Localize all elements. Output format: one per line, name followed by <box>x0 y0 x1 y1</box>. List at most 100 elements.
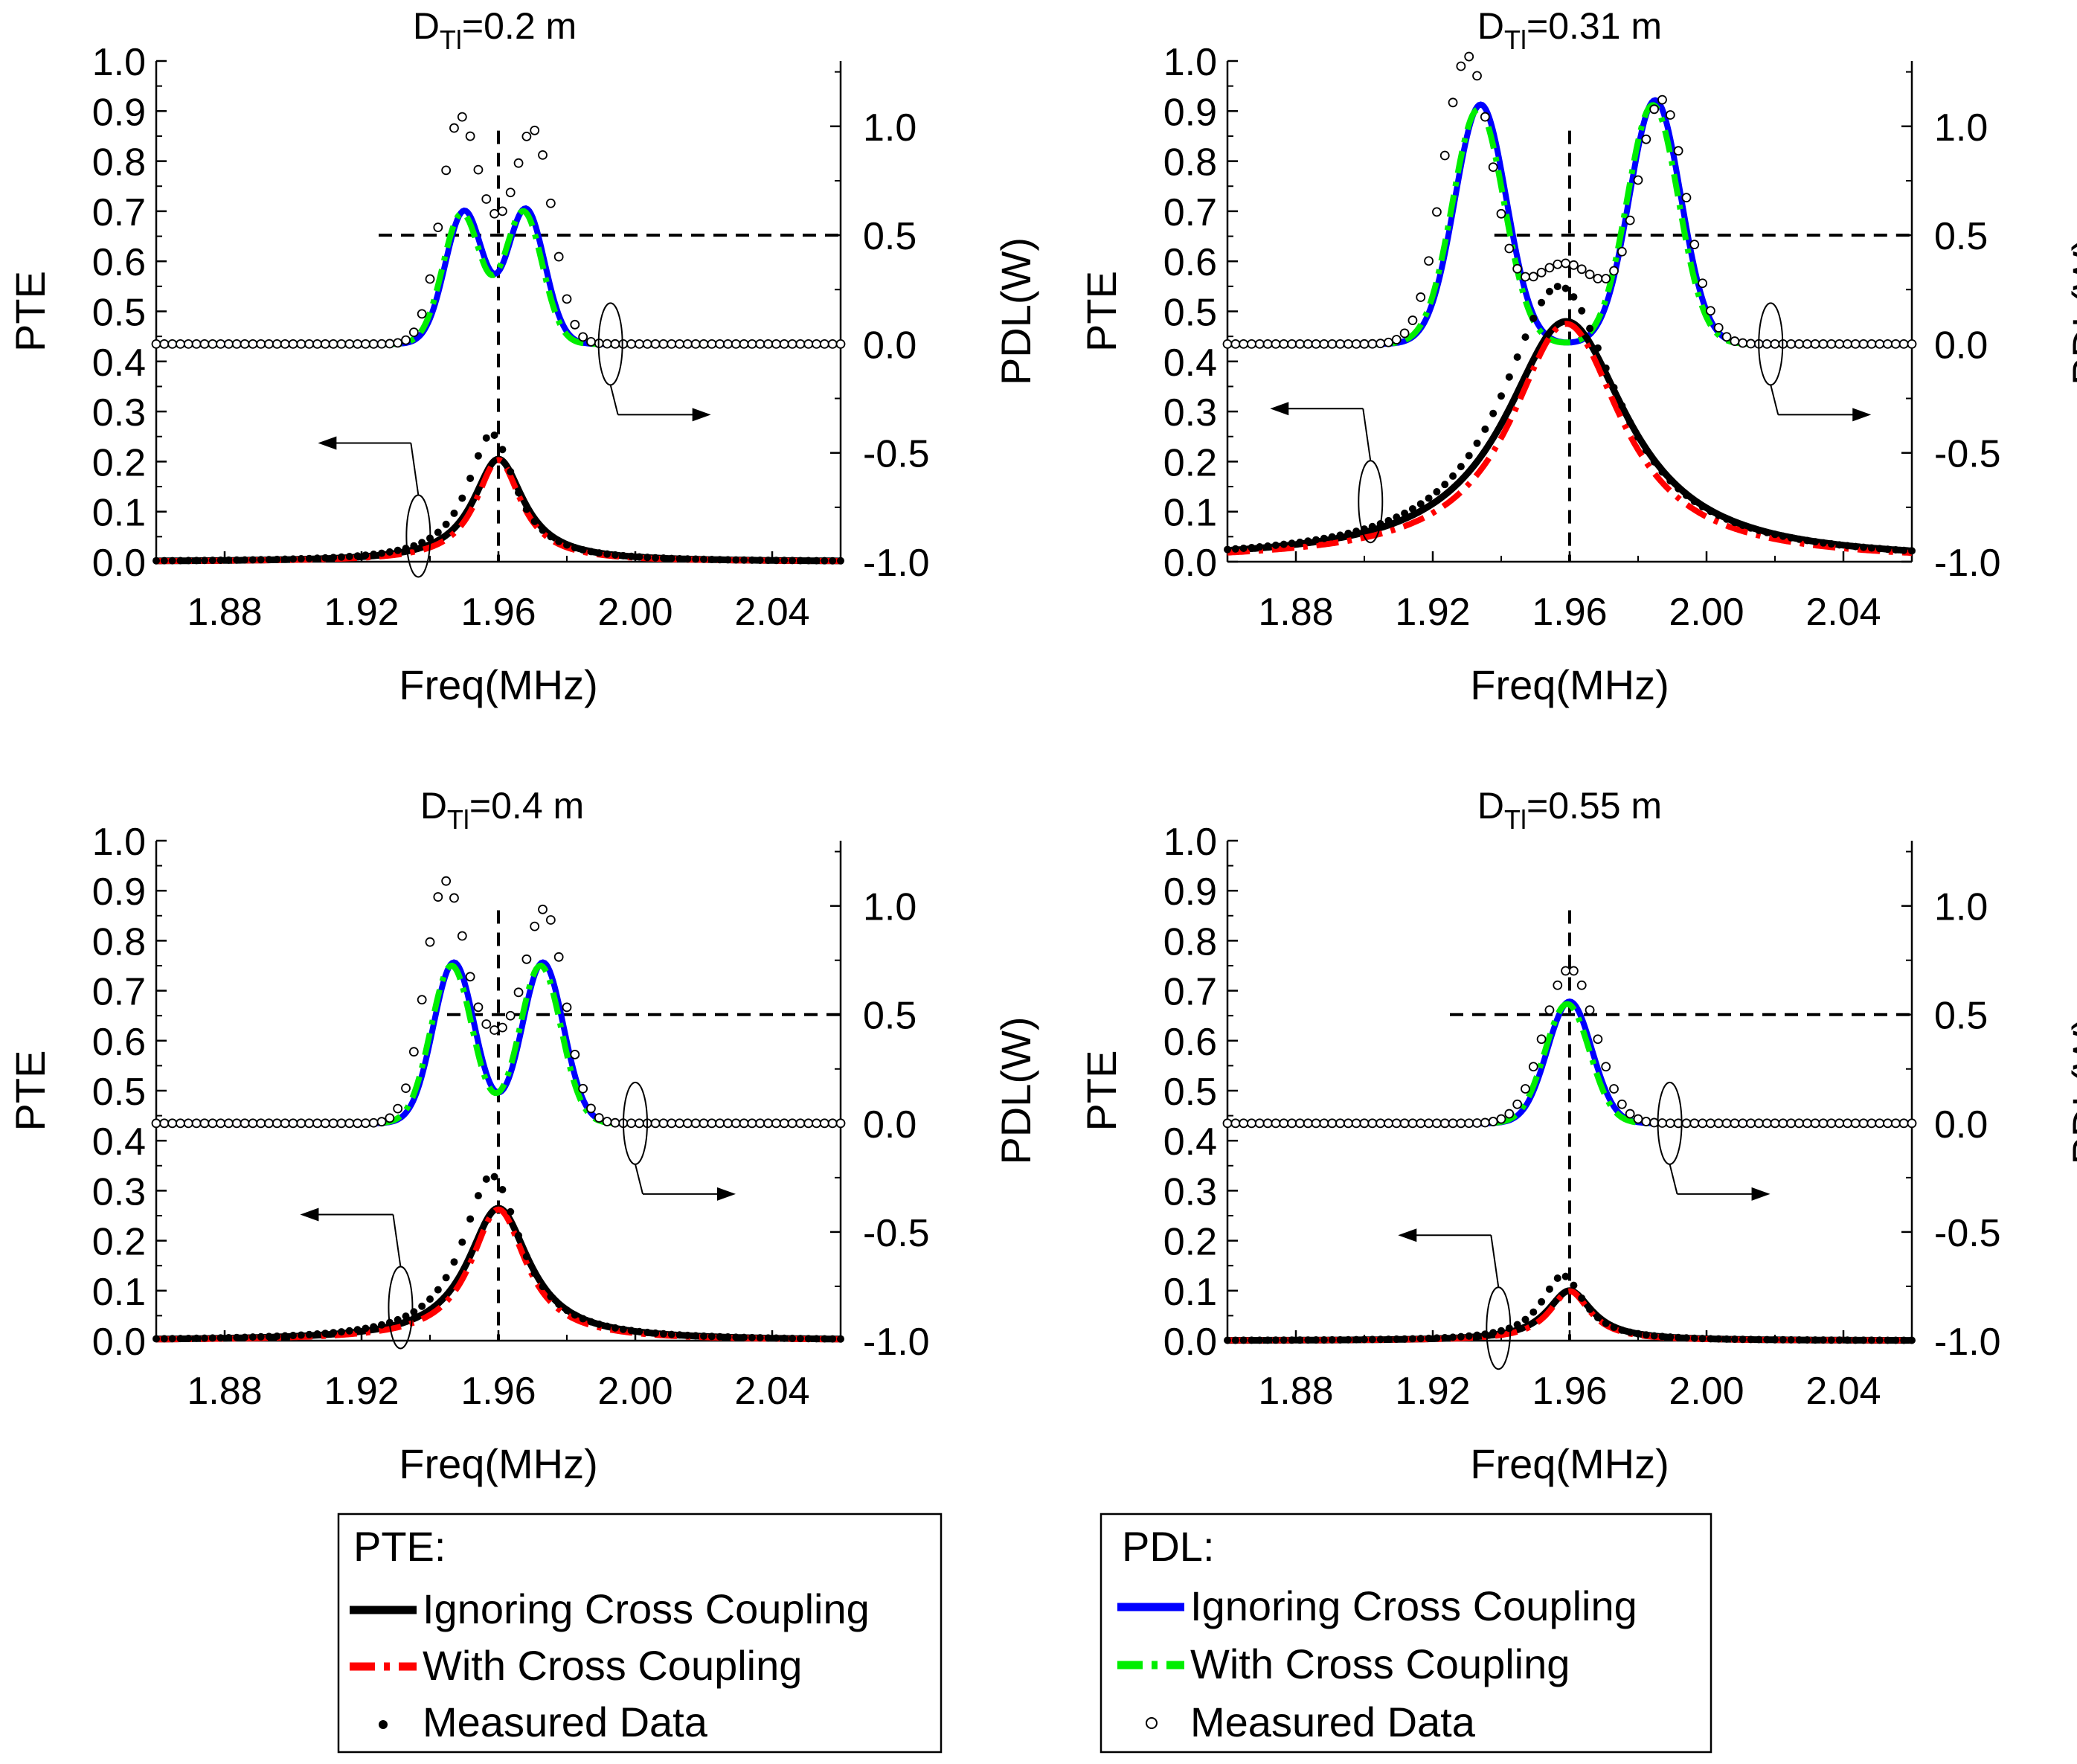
pdl-measured-point <box>755 339 765 349</box>
pte-measured-point <box>402 545 410 553</box>
pte-measured-point <box>667 554 675 562</box>
y-right-tick-label: 0.5 <box>1934 215 1988 258</box>
pdl-measured-point <box>1858 339 1869 349</box>
pdl-measured-point <box>795 1118 806 1129</box>
pte-measured-point <box>829 1335 837 1343</box>
pdl-measured-point <box>1617 1099 1627 1109</box>
pte-measured-point <box>330 1329 338 1337</box>
pte-measured-point <box>1312 1336 1320 1344</box>
pte-measured-point <box>1271 1336 1280 1344</box>
pdl-measured-point <box>1633 1114 1643 1124</box>
pte-measured-point <box>1288 1336 1296 1344</box>
pdl-measured-point <box>288 339 298 349</box>
pte-measured-point <box>184 557 193 565</box>
pte-measured-point <box>450 1258 458 1266</box>
pdl-measured-point <box>1794 339 1804 349</box>
pdl-measured-point <box>505 187 516 198</box>
pdl-measured-point <box>827 339 838 349</box>
pte-measured-point <box>643 1328 652 1336</box>
pdl-measured-point <box>1254 1118 1265 1129</box>
pte-measured-point <box>1586 324 1594 333</box>
pdl-measured-point <box>1641 1117 1651 1126</box>
pte-measured-point <box>1416 500 1425 508</box>
pte-measured-point <box>1393 513 1401 522</box>
pte-measured-point <box>547 533 555 541</box>
pdl-measured-point <box>425 937 435 947</box>
x-tick-label: 1.92 <box>324 1370 399 1413</box>
y-left-tick-label: 0.6 <box>1163 241 1217 284</box>
x-axis-label: Freq(MHz) <box>399 1440 598 1487</box>
pdl-measured-point <box>151 1118 161 1129</box>
x-tick-label: 1.88 <box>187 1370 262 1413</box>
pdl-measured-point <box>1480 112 1490 122</box>
pte-measured-point <box>1875 545 1884 553</box>
pte-measured-point <box>684 1331 692 1339</box>
pdl-measured-point <box>835 339 846 349</box>
pdl-measured-point <box>1818 1118 1829 1129</box>
legend-pte-measured-label: Measured Data <box>423 1699 708 1745</box>
pdl-measured-point <box>658 1118 669 1129</box>
pdl-measured-point <box>1826 339 1837 349</box>
pte-measured-point <box>555 1300 563 1309</box>
pdl-measured-point <box>1843 1118 1852 1129</box>
pte-measured-point <box>1465 1332 1473 1340</box>
pdl-measured-point <box>1689 240 1700 250</box>
pdl-measured-point <box>1544 1005 1555 1016</box>
pdl-measured-point <box>1553 259 1563 269</box>
pte-measured-point <box>1682 1334 1690 1342</box>
pte-measured-point <box>522 505 530 513</box>
pte-measured-point <box>378 1321 386 1329</box>
panel-title: DTl=0.55 m <box>1477 785 1662 835</box>
pdl-measured-point <box>1818 339 1829 349</box>
pte-measured-point <box>257 1332 265 1341</box>
pdl-measured-point <box>361 1118 370 1129</box>
pdl-measured-point <box>667 339 677 349</box>
pdl-measured-point <box>1271 339 1281 349</box>
pdl-measured-point <box>553 251 564 262</box>
pte-measured-point <box>1779 1335 1787 1344</box>
legend-pte: PTE: Ignoring Cross Coupling With Cross … <box>337 1513 943 1754</box>
pte-measured-point <box>1336 1335 1344 1344</box>
pte-measured-point <box>1481 425 1489 433</box>
pte-measured-point <box>1425 494 1433 502</box>
pte-measured-point <box>1860 1336 1868 1344</box>
pdl-measured-point <box>690 339 701 349</box>
pdl-measured-point <box>795 339 806 349</box>
pdl-measured-point <box>272 339 282 349</box>
pte-measured-point <box>780 1334 789 1342</box>
pte-measured-point <box>627 1327 635 1335</box>
pdl-measured-point <box>368 339 379 349</box>
pte-measured-point <box>756 556 764 564</box>
pdl-measured-point <box>553 952 564 962</box>
pte-measured-point <box>530 1269 539 1277</box>
y-left-tick-label: 0.9 <box>92 870 146 914</box>
pte-arrow-head <box>300 1207 319 1222</box>
pdl-measured-point <box>803 1118 814 1129</box>
y-left-tick-label: 0.4 <box>1163 341 1217 385</box>
pdl-measured-point <box>1843 339 1852 349</box>
pte-measured-point <box>1239 544 1248 552</box>
pte-measured-point <box>1787 533 1795 542</box>
pdl-measured-point <box>248 1118 258 1129</box>
pdl-measured-point <box>408 1047 419 1057</box>
pte-measured-point <box>1730 519 1739 527</box>
pdl-measured-point <box>1753 1118 1764 1129</box>
pdl-measured-point <box>417 309 427 319</box>
pdl-measured-point <box>465 972 475 982</box>
pdl-measured-point <box>1424 256 1434 266</box>
pte-measured-point <box>248 556 257 564</box>
pdl-measured-point <box>1738 1118 1748 1129</box>
pte-measured-point <box>619 1325 627 1333</box>
pdl-measured-point <box>1601 1062 1611 1072</box>
pdl-measured-point <box>1319 339 1329 349</box>
pte-measured-point <box>740 1333 748 1341</box>
pdl-measured-point <box>1898 339 1909 349</box>
pte-measured-point <box>1666 1333 1675 1341</box>
x-tick-label: 2.04 <box>1805 591 1881 634</box>
pdl-measured-point <box>1633 175 1643 185</box>
pdl-measured-point <box>1439 1118 1450 1129</box>
pdl-measured-point <box>1416 1118 1426 1129</box>
pdl-measured-point <box>1456 1118 1466 1129</box>
pdl-measured-point <box>393 1103 403 1114</box>
pte-measured-point <box>1698 1335 1707 1343</box>
